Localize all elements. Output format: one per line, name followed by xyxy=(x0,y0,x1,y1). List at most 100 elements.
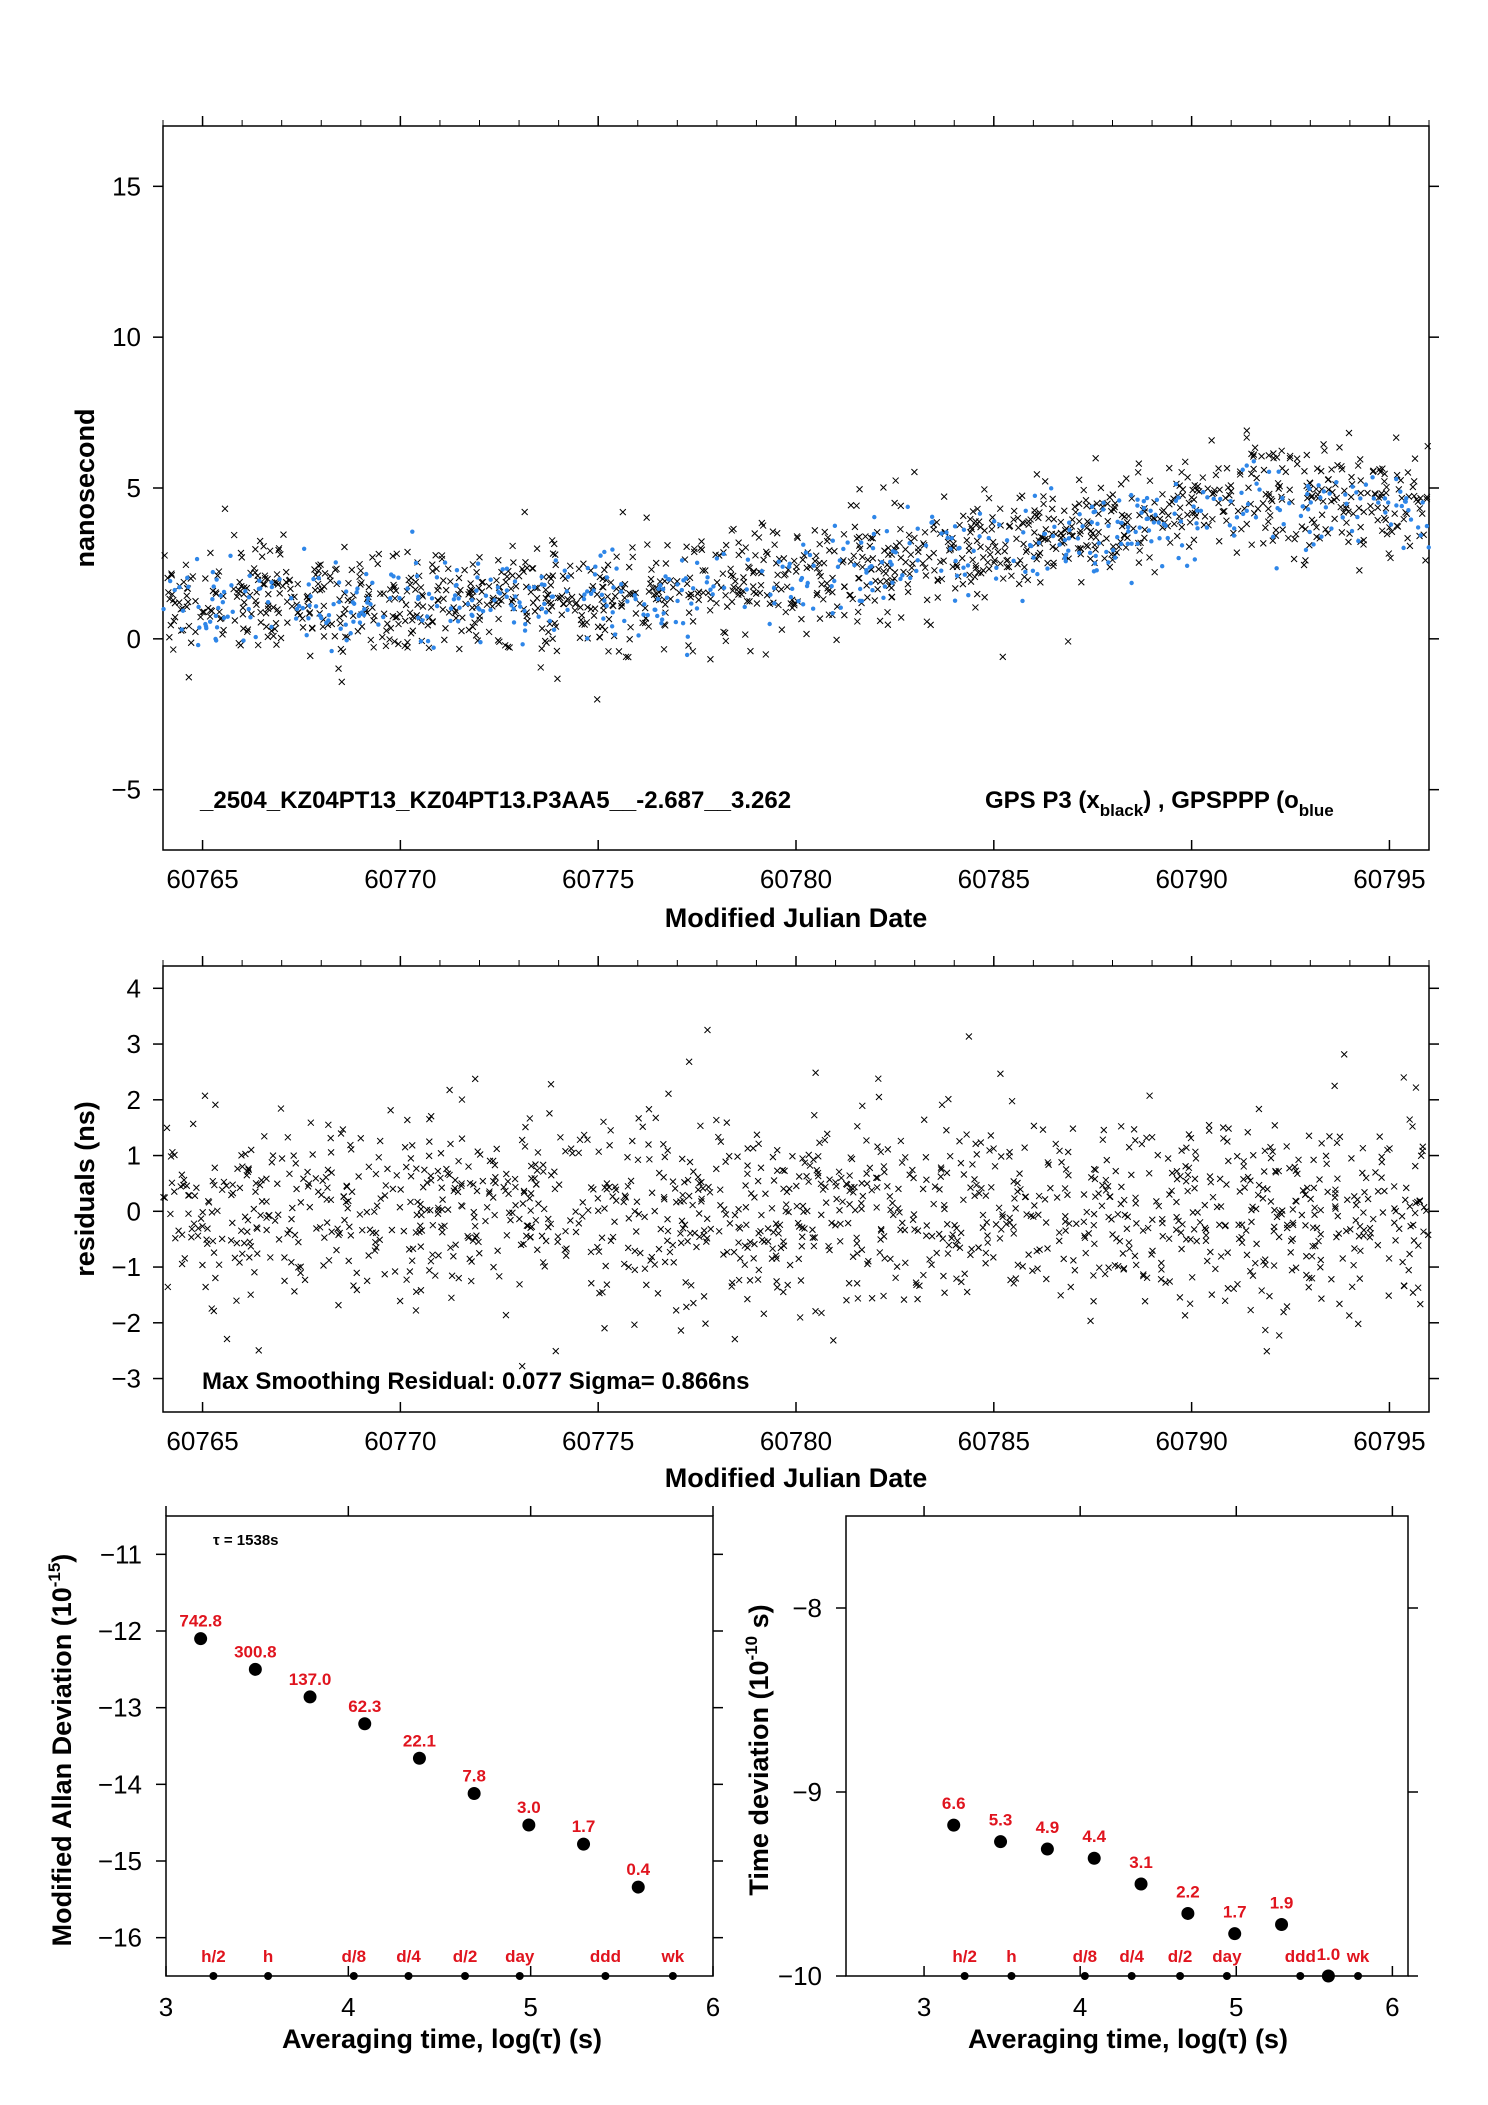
series-gps-p3-point xyxy=(622,653,630,661)
residual-point xyxy=(969,1161,976,1168)
residual-point xyxy=(350,1282,357,1289)
series-gpsppp-point xyxy=(673,619,679,625)
residual-point xyxy=(722,1211,730,1218)
series-gpsppp-point xyxy=(368,602,373,607)
series-gps-p3-point xyxy=(818,581,826,588)
tdev-timescale-marker xyxy=(1127,1972,1136,1980)
residual-point xyxy=(238,1151,245,1159)
series-gpsppp-point xyxy=(1234,515,1240,520)
series-gps-p3-point xyxy=(319,623,327,631)
series-gps-p3-point xyxy=(1338,462,1345,470)
residual-point xyxy=(470,1208,478,1216)
residual-point xyxy=(670,1259,678,1266)
mad-ylabel-end: ) xyxy=(47,1554,77,1563)
residual-point xyxy=(620,1260,628,1268)
residual-point xyxy=(204,1197,212,1205)
residual-point xyxy=(801,1225,808,1232)
residual-point xyxy=(1332,1186,1339,1194)
panel-tdev-axes: 3 4 5 6−10−9−8 xyxy=(778,1506,1418,2022)
series-gps-p3-point xyxy=(1190,536,1198,544)
series-gps-p3-point xyxy=(549,635,557,643)
mad-point xyxy=(412,1751,426,1765)
series-gpsppp-point xyxy=(300,605,306,611)
residual-point xyxy=(1361,1188,1368,1196)
residual-point xyxy=(1111,1261,1119,1269)
series-gps-p3-point xyxy=(1074,544,1082,552)
series-gpsppp-point xyxy=(454,567,460,573)
series-gps-p3-point xyxy=(613,553,621,561)
residual-point xyxy=(502,1170,510,1178)
series-gpsppp-point xyxy=(1048,486,1054,491)
residual-point xyxy=(1176,1294,1184,1301)
residual-point xyxy=(846,1200,853,1208)
series-gpsppp-point xyxy=(553,558,559,563)
residual-point xyxy=(854,1295,862,1302)
residual-point xyxy=(337,1130,345,1137)
series-gps-p3-point xyxy=(184,598,192,606)
series-gps-p3-point xyxy=(869,534,877,542)
series-gps-p3-point xyxy=(1185,499,1193,507)
residual-point xyxy=(1102,1187,1110,1194)
residual-point xyxy=(750,1255,757,1262)
residual-point xyxy=(1308,1274,1316,1282)
series-gps-p3-point xyxy=(707,655,714,663)
series-gps-p3-point xyxy=(164,589,172,596)
residual-point xyxy=(252,1179,260,1187)
series-gpsppp-point xyxy=(362,606,367,612)
residual-point xyxy=(801,1159,809,1167)
residual-point xyxy=(689,1201,696,1209)
residual-point xyxy=(527,1233,534,1241)
residual-point xyxy=(292,1160,300,1167)
series-gpsppp-point xyxy=(1115,534,1120,540)
series-gps-p3-point xyxy=(940,557,947,565)
residual-point xyxy=(712,1165,720,1173)
series-gps-p3-point xyxy=(522,558,529,566)
series-gpsppp-point xyxy=(923,543,929,548)
series-gps-p3-point xyxy=(257,619,265,626)
series-gps-p3-point xyxy=(753,600,761,607)
residual-point xyxy=(1249,1272,1257,1279)
residual-point xyxy=(706,1188,714,1196)
mad-point xyxy=(467,1787,481,1801)
mad-point-label: 7.8 xyxy=(462,1767,486,1786)
residual-point xyxy=(1324,1188,1332,1196)
residual-point xyxy=(607,1237,615,1245)
series-gps-p3-point xyxy=(185,673,193,681)
residual-point xyxy=(243,1228,251,1236)
series-gps-p3-point xyxy=(493,576,500,584)
residual-point xyxy=(702,1238,710,1245)
series-gpsppp-point xyxy=(161,606,166,612)
residual-point xyxy=(1168,1169,1176,1177)
series-gpsppp-point xyxy=(944,530,949,535)
series-gpsppp-point xyxy=(504,594,509,599)
residual-point xyxy=(238,1250,246,1258)
series-gps-p3-point xyxy=(478,588,486,596)
tdev-point-label: 3.1 xyxy=(1129,1853,1153,1872)
residual-point xyxy=(1021,1193,1029,1201)
residual-point xyxy=(734,1153,741,1160)
residuals-annotation: Max Smoothing Residual: 0.077 Sigma= 0.8… xyxy=(202,1368,750,1395)
series-gpsppp-point xyxy=(1176,495,1181,500)
series-gpsppp-point xyxy=(601,616,606,621)
series-gps-p3-point xyxy=(997,560,1004,567)
residual-point xyxy=(901,1153,909,1161)
series-gps-p3-point xyxy=(434,586,441,594)
series-gps-p3-point xyxy=(257,608,264,616)
series-gpsppp-point xyxy=(539,606,545,611)
series-gps-p3-point xyxy=(972,564,980,572)
series-gpsppp-point xyxy=(1303,547,1309,553)
residual-point xyxy=(847,1154,855,1161)
time-series-legend: GPS P3 (xblack) , GPSPPP (oblue xyxy=(985,787,1334,820)
residual-point xyxy=(612,1186,620,1194)
residual-point xyxy=(1209,1193,1217,1201)
series-gps-p3-point xyxy=(533,545,541,552)
series-gps-p3-point xyxy=(1253,474,1261,482)
residual-point xyxy=(239,1163,246,1170)
series-gps-p3-point xyxy=(1110,506,1118,513)
residual-point xyxy=(1400,1074,1408,1081)
series-gps-p3-point xyxy=(1313,465,1321,473)
series-gps-p3-point xyxy=(1381,470,1388,478)
residual-point xyxy=(665,1090,672,1098)
residual-point xyxy=(731,1211,739,1219)
